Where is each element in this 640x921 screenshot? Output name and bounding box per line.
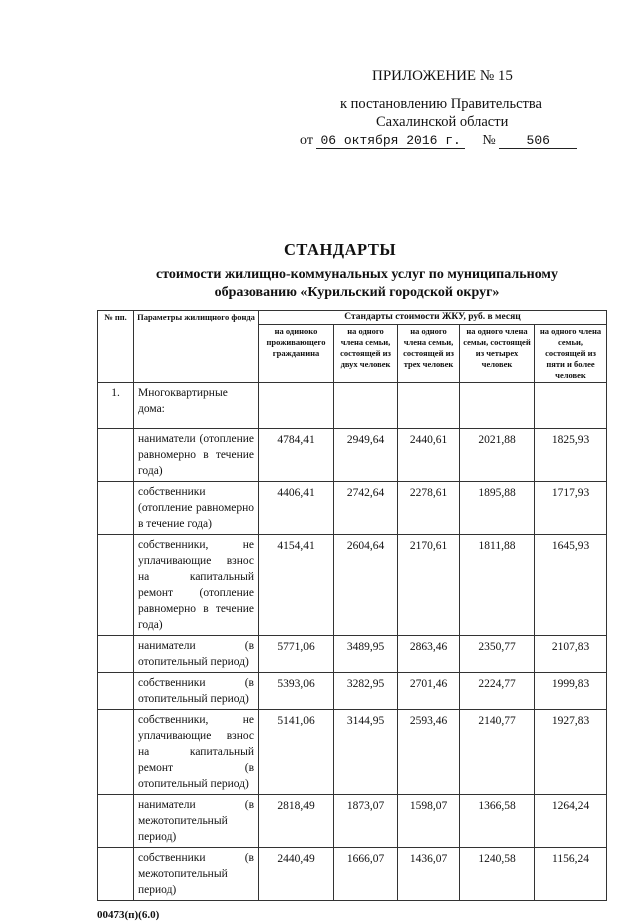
- row-value: 1825,93: [534, 428, 607, 482]
- row-value: 1895,88: [459, 481, 535, 535]
- col-header: на одного члена семьи, состоящей из четы…: [459, 324, 535, 383]
- row-value: 1436,07: [397, 847, 460, 901]
- row-number: [97, 481, 134, 535]
- document-body: стоимости жилищно-коммунальных услуг по …: [97, 266, 617, 921]
- row-value: 2021,88: [459, 428, 535, 482]
- col-header-params: Параметры жилищного фонда: [133, 310, 259, 383]
- date-prefix: от: [300, 133, 313, 148]
- row-value: 1264,24: [534, 794, 607, 848]
- table-row: собственники (отопление равномерно в теч…: [97, 481, 607, 535]
- col-header-no: № пп.: [97, 310, 134, 383]
- row-value: 2224,77: [459, 672, 535, 710]
- row-value: 3489,95: [333, 635, 398, 673]
- decree-date-line: от 06 октября 2016 г. № 506: [300, 133, 578, 149]
- row-number: [97, 794, 134, 848]
- row-label: наниматели (в межотопительный период): [133, 794, 259, 848]
- document-code: 00473(п)(6.0): [97, 909, 160, 921]
- row-value: 1366,58: [459, 794, 535, 848]
- document-subtitle: стоимости жилищно-коммунальных услуг по …: [156, 267, 558, 300]
- document-title: СТАНДАРТЫ: [283, 240, 397, 259]
- row-number: [97, 847, 134, 901]
- row-number: [97, 428, 134, 482]
- row-label: собственники (отопление равномерно в теч…: [133, 481, 259, 535]
- row-number: [97, 534, 134, 636]
- row-value: 3282,95: [333, 672, 398, 710]
- group-header: Стандарты стоимости ЖКУ, руб. в месяц: [258, 310, 607, 325]
- col-header: на одиноко проживающего гражданина: [258, 324, 334, 383]
- table-row: собственники (в межотопительный период) 2…: [97, 847, 607, 901]
- table-row: собственники (в отопительный период) 5393…: [97, 672, 607, 710]
- table-row: собственники, не уплачивающие взнос на к…: [97, 534, 607, 636]
- row-value: 5141,06: [258, 709, 334, 795]
- row-label: наниматели (отопление равномерно в течен…: [133, 428, 259, 482]
- row-value: 1598,07: [397, 794, 460, 848]
- row-value: 2140,77: [459, 709, 535, 795]
- row-label: собственники (в межотопительный период): [133, 847, 259, 901]
- decree-line-1: к постановлению Правительства: [340, 96, 542, 112]
- col-header: на одного члена семьи, состоящей из трех…: [397, 324, 460, 383]
- row-value: 1999,83: [534, 672, 607, 710]
- row-number: [97, 635, 134, 673]
- row-value: 1717,93: [534, 481, 607, 535]
- row-value: 1240,58: [459, 847, 535, 901]
- number-prefix: №: [482, 133, 496, 148]
- row-value: 4154,41: [258, 534, 334, 636]
- row-label: собственники, не уплачивающие взнос на к…: [133, 534, 259, 636]
- row-value: 1927,83: [534, 709, 607, 795]
- row-value: 2107,83: [534, 635, 607, 673]
- row-value: 2593,46: [397, 709, 460, 795]
- row-value: 2949,64: [333, 428, 398, 482]
- appendix-number: ПРИЛОЖЕНИЕ № 15: [372, 68, 513, 84]
- row-value: 2604,64: [333, 534, 398, 636]
- row-number: [97, 672, 134, 710]
- table-row: собственники, не уплачивающие взнос на к…: [97, 709, 607, 795]
- section-number: 1.: [97, 382, 134, 429]
- row-value: 5393,06: [258, 672, 334, 710]
- row-value: 1666,07: [333, 847, 398, 901]
- row-value: 4406,41: [258, 481, 334, 535]
- row-value: 2440,49: [258, 847, 334, 901]
- row-label: собственники (в отопительный период): [133, 672, 259, 710]
- row-value: 1811,88: [459, 534, 535, 636]
- row-value: 2440,61: [397, 428, 460, 482]
- row-value: 2742,64: [333, 481, 398, 535]
- row-value: 1645,93: [534, 534, 607, 636]
- row-number: [97, 709, 134, 795]
- row-value: 2701,46: [397, 672, 460, 710]
- row-label: собственники, не уплачивающие взнос на к…: [133, 709, 259, 795]
- col-header: на одного члена семьи, состоящей из пяти…: [534, 324, 607, 383]
- col-header: на одного члена семьи, состоящей из двух…: [333, 324, 398, 383]
- decree-number: 506: [499, 133, 578, 149]
- row-label: наниматели (в отопительный период): [133, 635, 259, 673]
- row-value: 2170,61: [397, 534, 460, 636]
- table-row: наниматели (отопление равномерно в течен…: [97, 428, 607, 482]
- row-value: 2863,46: [397, 635, 460, 673]
- decree-line-2: Сахалинской области: [376, 114, 509, 130]
- row-value: 2818,49: [258, 794, 334, 848]
- row-value: 4784,41: [258, 428, 334, 482]
- standards-table: № пп. Параметры жилищного фонда Стандарт…: [97, 310, 607, 901]
- row-value: 3144,95: [333, 709, 398, 795]
- decree-date: 06 октября 2016 г.: [316, 133, 465, 149]
- row-value: 1873,07: [333, 794, 398, 848]
- table-row: наниматели (в межотопительный период) 281…: [97, 794, 607, 848]
- row-value: 1156,24: [534, 847, 607, 901]
- row-value: 2278,61: [397, 481, 460, 535]
- table-row: наниматели (в отопительный период) 5771,0…: [97, 635, 607, 673]
- row-value: 5771,06: [258, 635, 334, 673]
- row-value: 2350,77: [459, 635, 535, 673]
- section-label: Многоквартирные дома:: [133, 382, 259, 429]
